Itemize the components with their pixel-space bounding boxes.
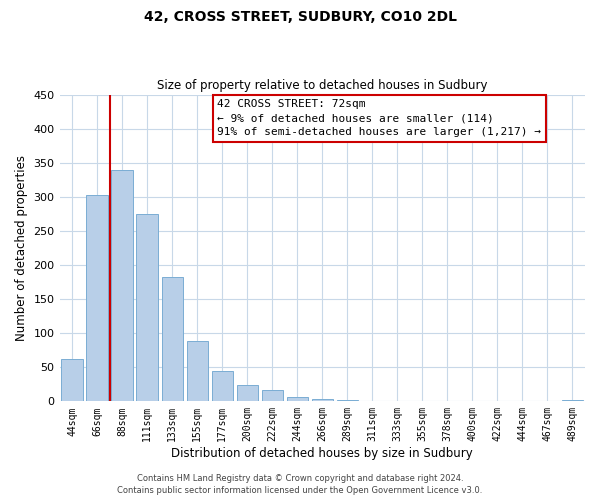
Title: Size of property relative to detached houses in Sudbury: Size of property relative to detached ho… xyxy=(157,79,488,92)
Bar xyxy=(112,170,133,402)
Bar xyxy=(311,400,333,402)
Bar xyxy=(337,400,358,402)
Bar xyxy=(136,214,158,402)
Bar xyxy=(161,276,183,402)
Bar xyxy=(212,370,233,402)
Bar xyxy=(61,359,83,402)
Bar xyxy=(187,340,208,402)
Text: 42, CROSS STREET, SUDBURY, CO10 2DL: 42, CROSS STREET, SUDBURY, CO10 2DL xyxy=(143,10,457,24)
Text: 42 CROSS STREET: 72sqm
← 9% of detached houses are smaller (114)
91% of semi-det: 42 CROSS STREET: 72sqm ← 9% of detached … xyxy=(217,99,541,137)
Bar xyxy=(562,400,583,402)
X-axis label: Distribution of detached houses by size in Sudbury: Distribution of detached houses by size … xyxy=(172,447,473,460)
Bar xyxy=(236,385,258,402)
Bar xyxy=(262,390,283,402)
Text: Contains HM Land Registry data © Crown copyright and database right 2024.
Contai: Contains HM Land Registry data © Crown c… xyxy=(118,474,482,495)
Bar xyxy=(86,196,108,402)
Bar xyxy=(287,396,308,402)
Bar xyxy=(362,400,383,402)
Y-axis label: Number of detached properties: Number of detached properties xyxy=(15,155,28,341)
